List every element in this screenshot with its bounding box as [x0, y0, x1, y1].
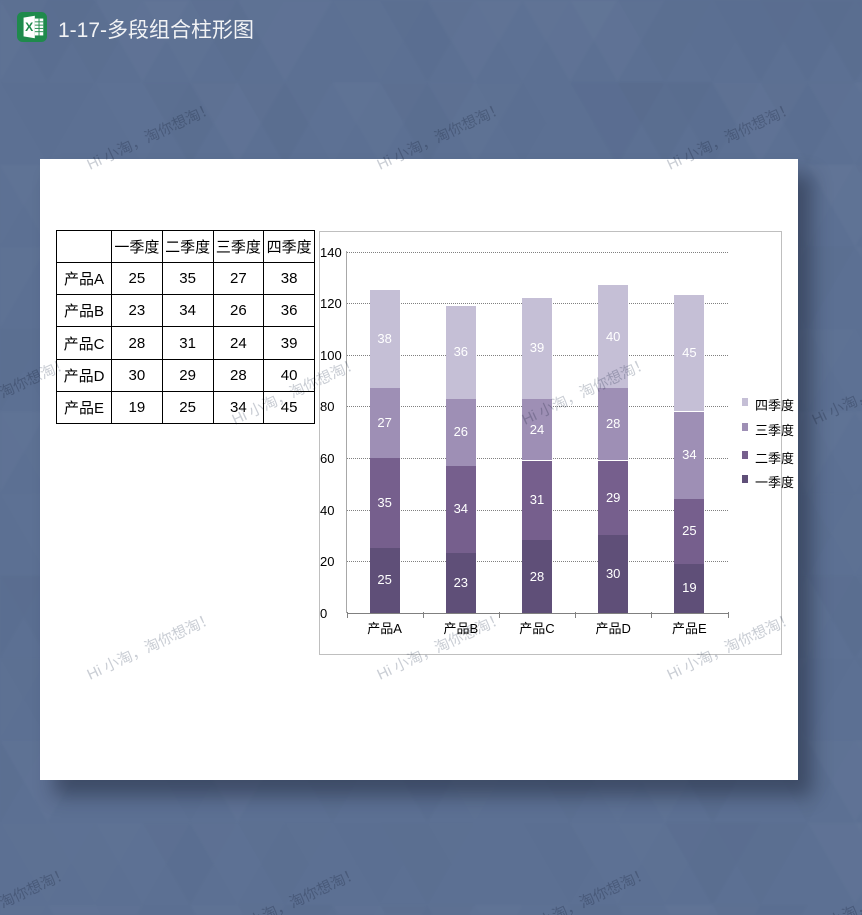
svg-text:X: X: [25, 20, 34, 34]
